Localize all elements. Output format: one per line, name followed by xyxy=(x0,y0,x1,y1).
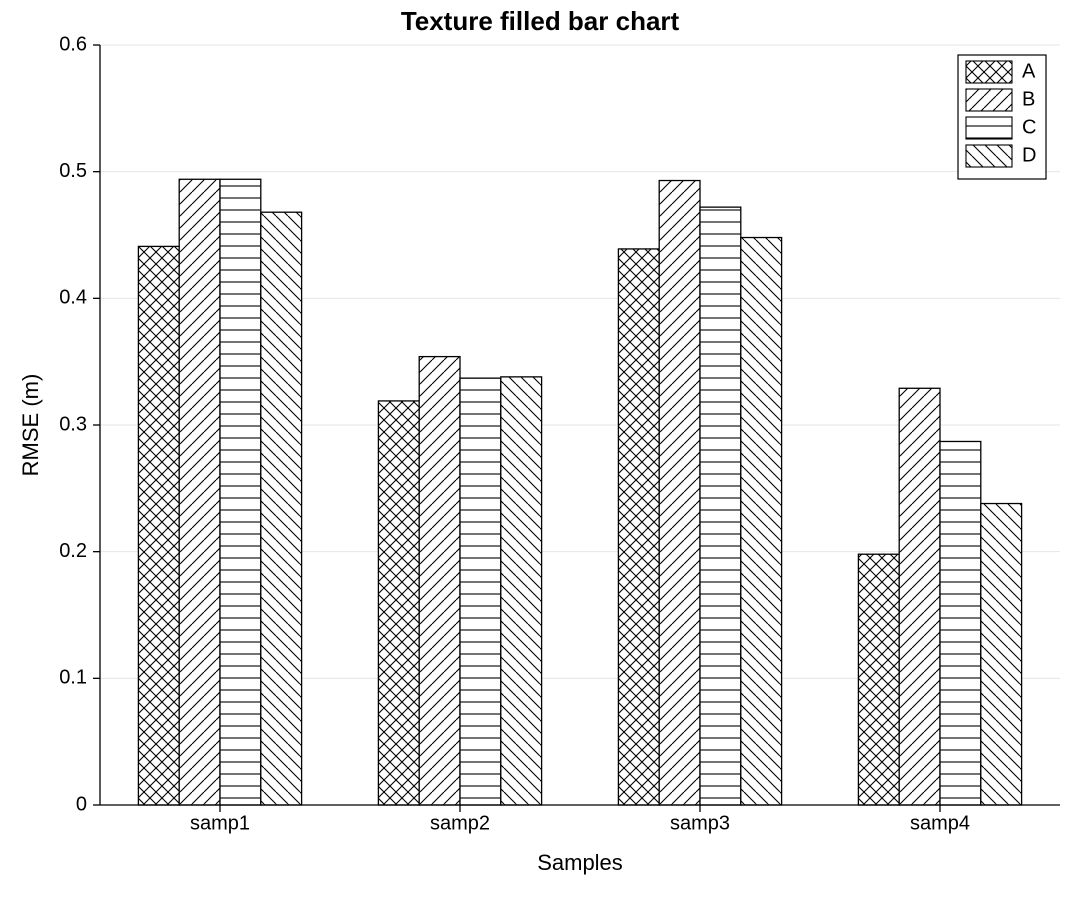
bar-samp3-B xyxy=(659,181,700,805)
bar-samp2-B xyxy=(419,357,460,805)
x-tick-label: samp4 xyxy=(910,813,970,835)
bar-samp1-C xyxy=(220,179,261,805)
bar-samp3-A xyxy=(618,249,659,805)
bar-samp4-D xyxy=(981,504,1022,805)
legend-swatch xyxy=(966,145,1012,167)
y-tick-label: 0.5 xyxy=(59,160,87,182)
legend-label: D xyxy=(1022,144,1036,166)
legend-label: A xyxy=(1022,60,1036,82)
x-tick-label: samp2 xyxy=(430,813,490,835)
bar-samp1-B xyxy=(179,179,220,805)
bar-samp2-A xyxy=(378,401,419,805)
legend-label: C xyxy=(1022,116,1036,138)
y-tick-label: 0.1 xyxy=(59,667,87,689)
bar-samp3-C xyxy=(700,207,741,805)
x-axis-label: Samples xyxy=(537,850,623,875)
legend-swatch xyxy=(966,89,1012,111)
y-tick-label: 0.3 xyxy=(59,413,87,435)
chart-title: Texture filled bar chart xyxy=(0,6,1080,37)
texture-bar-chart: Texture filled bar chart 00.10.20.30.40.… xyxy=(0,0,1080,900)
y-tick-label: 0.2 xyxy=(59,540,87,562)
legend-swatch xyxy=(966,117,1012,139)
bar-samp3-D xyxy=(741,238,782,805)
bar-samp4-C xyxy=(940,441,981,805)
x-tick-label: samp1 xyxy=(190,813,250,835)
bar-samp4-B xyxy=(899,388,940,805)
y-axis-label: RMSE (m) xyxy=(18,374,43,477)
legend-swatch xyxy=(966,61,1012,83)
x-tick-label: samp3 xyxy=(670,813,730,835)
bar-samp1-A xyxy=(138,246,179,805)
bar-samp2-D xyxy=(501,377,542,805)
y-tick-label: 0.4 xyxy=(59,287,87,309)
legend-label: B xyxy=(1022,88,1035,110)
legend: ABCD xyxy=(958,55,1046,179)
bar-samp2-C xyxy=(460,378,501,805)
chart-svg: 00.10.20.30.40.50.6samp1samp2samp3samp4S… xyxy=(0,0,1080,900)
bars xyxy=(138,179,1021,805)
bar-samp1-D xyxy=(261,212,302,805)
y-tick-label: 0 xyxy=(76,793,87,815)
bar-samp4-A xyxy=(858,554,899,805)
